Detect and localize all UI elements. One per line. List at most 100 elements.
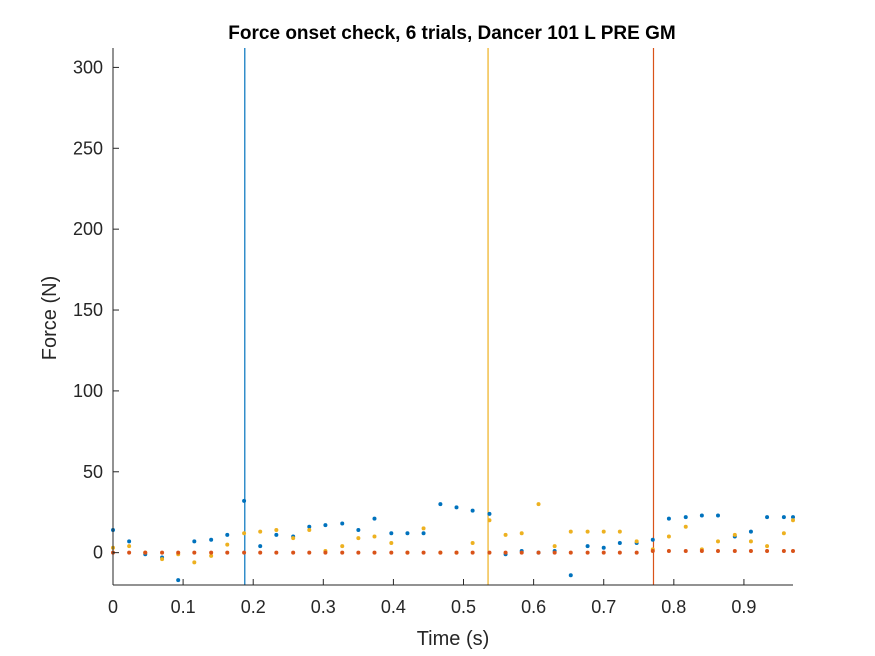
series-1-point-10 <box>258 544 263 549</box>
series-1-point-24 <box>487 511 492 516</box>
series-2-point-35 <box>666 534 671 539</box>
series-1-point-17 <box>372 516 377 521</box>
x-tick-label: 0.4 <box>381 597 406 617</box>
series-3-point-37 <box>699 549 704 554</box>
series-2-point-24 <box>487 518 492 523</box>
x-ticks: 0 0.1 0.2 0.3 0.4 0.5 0.6 0.7 0.8 0.9 <box>108 579 756 617</box>
series-1-point-11 <box>274 532 279 537</box>
series-2-point-30 <box>585 529 590 534</box>
series-1-point-34 <box>650 537 655 542</box>
series-3-point-41 <box>765 549 770 554</box>
x-tick-label: 0.8 <box>661 597 686 617</box>
series-3-point-13 <box>307 550 312 555</box>
series-3-point-3 <box>143 550 148 555</box>
series-1-point-19 <box>405 531 410 536</box>
series-1-point-18 <box>389 531 394 536</box>
series-2-point-41 <box>765 544 770 549</box>
y-ticks: 0 50 100 150 200 250 300 <box>73 57 119 563</box>
series-1-point-21 <box>438 502 443 507</box>
series-3-point-23 <box>470 550 475 555</box>
y-axis-label: Force (N) <box>39 276 61 360</box>
series-2-point-11 <box>274 528 279 533</box>
x-tick-label: 0.5 <box>451 597 476 617</box>
series-2-point-13 <box>307 528 312 533</box>
series-3-point-29 <box>568 550 573 555</box>
x-tick-label: 0.3 <box>311 597 336 617</box>
series-1-point-14 <box>323 523 328 528</box>
series-2-point-31 <box>601 529 606 534</box>
series-3-point-4 <box>160 550 165 555</box>
series-3-point-36 <box>683 549 688 554</box>
series-2-point-39 <box>732 532 737 537</box>
series-2-point-26 <box>519 531 524 536</box>
series-2-point-18 <box>389 540 394 545</box>
series-2-point-9 <box>242 531 247 536</box>
series-3-point-27 <box>536 550 541 555</box>
series-1-point-23 <box>470 508 475 513</box>
y-tick-label: 100 <box>73 381 103 401</box>
series-3-point-18 <box>389 550 394 555</box>
series-3-point-12 <box>291 550 296 555</box>
series-1-point-30 <box>585 544 590 549</box>
series-2-point-36 <box>683 524 688 529</box>
series-1-point-31 <box>601 545 606 550</box>
x-tick-label: 0.7 <box>591 597 616 617</box>
series-2-point-6 <box>192 560 197 565</box>
series-3-point-42 <box>781 549 786 554</box>
series-1-point-41 <box>765 515 770 520</box>
series-3-point-32 <box>617 550 622 555</box>
series-3-point-21 <box>438 550 443 555</box>
data-points <box>111 498 795 583</box>
series-1-point-22 <box>454 505 459 510</box>
series-2-point-38 <box>715 539 720 544</box>
series-3-point-43 <box>791 549 795 554</box>
series-3-point-35 <box>666 549 671 554</box>
series-2-point-25 <box>503 532 508 537</box>
series-1-point-20 <box>421 531 426 536</box>
series-1-point-42 <box>781 515 786 520</box>
x-tick-label: 0.2 <box>241 597 266 617</box>
series-2-point-27 <box>536 502 541 507</box>
series-2-point-28 <box>552 544 557 549</box>
x-axis-label: Time (s) <box>417 628 490 650</box>
series-2-point-32 <box>617 529 622 534</box>
series-3-point-40 <box>748 549 753 554</box>
series-1-point-29 <box>568 573 573 578</box>
series-1-point-37 <box>699 513 704 518</box>
axes <box>112 48 793 586</box>
series-2-point-17 <box>372 534 377 539</box>
x-tick-label: 0 <box>108 597 118 617</box>
series-3-point-10 <box>258 550 263 555</box>
series-1-point-40 <box>748 529 753 534</box>
series-3-point-6 <box>192 550 197 555</box>
series-3-point-38 <box>715 549 720 554</box>
series-1-point-7 <box>209 537 214 542</box>
series-2-point-29 <box>568 529 573 534</box>
series-2-point-23 <box>470 540 475 545</box>
y-tick-label: 0 <box>93 543 103 563</box>
series-1-point-38 <box>715 513 720 518</box>
y-tick-label: 300 <box>73 57 103 77</box>
series-1-point-43 <box>791 515 795 520</box>
series-1-point-2 <box>127 539 132 544</box>
series-1-point-5 <box>176 578 181 583</box>
series-2-point-8 <box>225 542 230 547</box>
series-3-point-15 <box>340 550 345 555</box>
series-2-point-33 <box>634 539 639 544</box>
onset-lines <box>244 48 655 585</box>
series-2-point-7 <box>209 553 214 558</box>
series-3-point-31 <box>601 550 606 555</box>
series-2-point-4 <box>160 557 165 562</box>
series-3-point-7 <box>209 550 214 555</box>
series-3-point-14 <box>323 550 328 555</box>
y-tick-label: 250 <box>73 138 103 158</box>
series-3-point-17 <box>372 550 377 555</box>
series-3-point-33 <box>634 550 639 555</box>
series-3-point-16 <box>356 550 361 555</box>
series-3-point-20 <box>421 550 426 555</box>
series-2-point-15 <box>340 544 345 549</box>
series-1-point-13 <box>307 524 312 529</box>
series-3-point-19 <box>405 550 410 555</box>
